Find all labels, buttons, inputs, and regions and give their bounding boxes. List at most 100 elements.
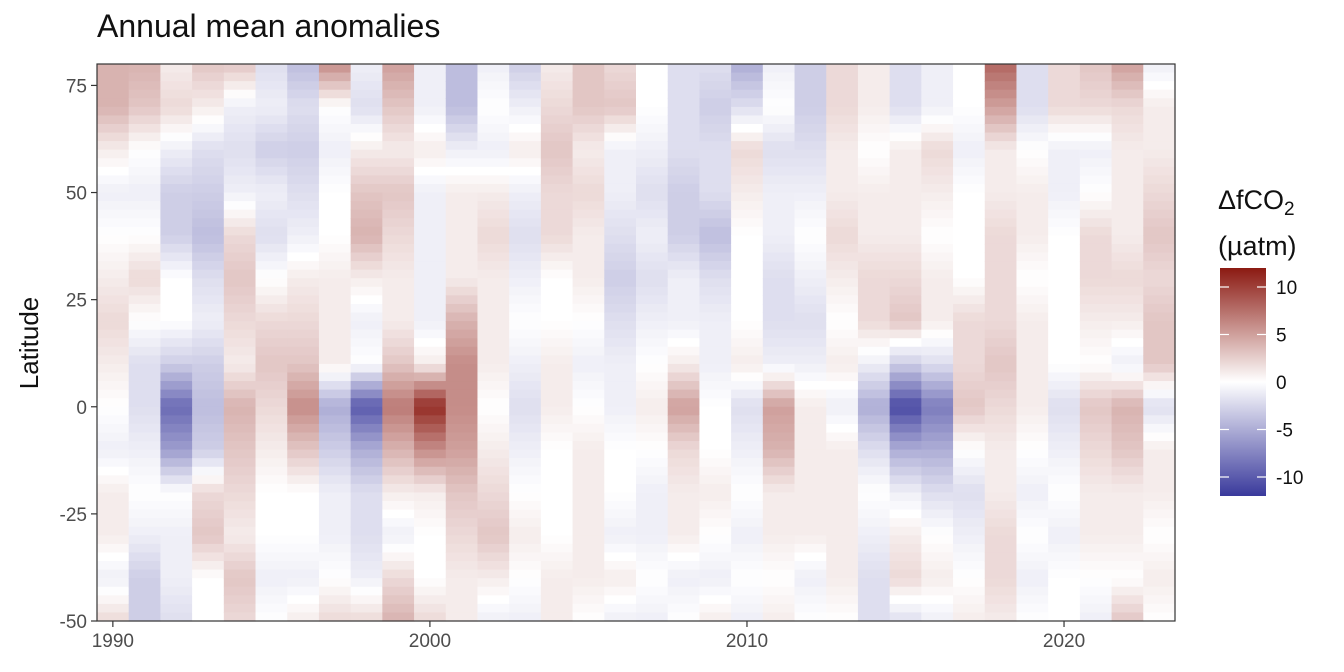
- heatmap-cell: [953, 303, 986, 314]
- heatmap-cell: [1016, 183, 1049, 194]
- heatmap-cell: [921, 483, 954, 494]
- heatmap-cell: [921, 329, 954, 339]
- heatmap-cell: [540, 81, 574, 91]
- heatmap-cell: [160, 398, 193, 408]
- heatmap-cell: [762, 501, 796, 511]
- heatmap-cell: [97, 81, 130, 91]
- heatmap-cell: [731, 518, 764, 528]
- heatmap-cell: [287, 183, 320, 194]
- heatmap-cell: [826, 569, 859, 579]
- heatmap-cell: [1143, 398, 1176, 408]
- heatmap-cell: [128, 141, 162, 151]
- heatmap-cell: [1143, 569, 1176, 579]
- heatmap-cell: [1079, 449, 1113, 459]
- heatmap-cell: [667, 89, 701, 99]
- heatmap-cell: [984, 98, 1018, 108]
- heatmap-cell: [826, 235, 859, 245]
- heatmap-cell: [953, 72, 986, 82]
- heatmap-cell: [1016, 295, 1049, 305]
- heatmap-cell: [255, 586, 288, 596]
- heatmap-cell: [445, 261, 479, 271]
- heatmap-cell: [1111, 441, 1144, 451]
- heatmap-cell: [445, 578, 479, 588]
- heatmap-cell: [128, 218, 162, 228]
- heatmap-cell: [414, 346, 447, 356]
- heatmap-cell: [826, 312, 859, 322]
- heatmap-cell: [445, 569, 479, 579]
- heatmap-cell: [731, 552, 764, 562]
- heatmap-cell: [826, 141, 859, 151]
- heatmap-cell: [382, 158, 415, 168]
- heatmap-cell: [97, 355, 130, 365]
- heatmap-cell: [223, 321, 257, 331]
- heatmap-cell: [255, 535, 288, 545]
- heatmap-cell: [762, 518, 796, 528]
- heatmap-cell: [826, 321, 859, 331]
- heatmap-cell: [287, 106, 320, 117]
- heatmap-cell: [540, 381, 574, 391]
- heatmap-cell: [477, 321, 510, 331]
- heatmap-cell: [731, 363, 764, 374]
- heatmap-cell: [953, 561, 986, 571]
- heatmap-cell: [414, 483, 447, 494]
- heatmap-cell: [794, 286, 827, 296]
- heatmap-cell: [223, 406, 257, 416]
- heatmap-cell: [540, 526, 574, 536]
- heatmap-cell: [1111, 561, 1144, 571]
- heatmap-cell: [1111, 269, 1144, 279]
- heatmap-cell: [445, 252, 479, 262]
- heatmap-cell: [509, 441, 542, 451]
- heatmap-cell: [572, 158, 605, 168]
- heatmap-cell: [192, 595, 225, 605]
- heatmap-cell: [762, 252, 796, 262]
- heatmap-cell: [382, 175, 415, 185]
- heatmap-cell: [1048, 449, 1081, 459]
- heatmap-cell: [826, 612, 859, 622]
- heatmap-cell: [572, 201, 605, 211]
- heatmap-cell: [1016, 483, 1049, 494]
- heatmap-cell: [1079, 509, 1113, 519]
- heatmap-cell: [477, 243, 510, 254]
- heatmap-cell: [223, 303, 257, 314]
- heatmap-cell: [572, 295, 605, 305]
- heatmap-cell: [287, 355, 320, 365]
- heatmap-cell: [445, 432, 479, 442]
- heatmap-cell: [857, 526, 891, 536]
- heatmap-cell: [445, 312, 479, 322]
- heatmap-cell: [636, 363, 669, 374]
- heatmap-cell: [984, 509, 1018, 519]
- heatmap-cell: [984, 329, 1018, 339]
- heatmap-cell: [1143, 603, 1176, 614]
- heatmap-cell: [604, 518, 637, 528]
- heatmap-cell: [889, 286, 922, 296]
- heatmap-cell: [636, 543, 669, 554]
- heatmap-cell: [731, 303, 764, 314]
- heatmap-cell: [540, 106, 574, 117]
- heatmap-cell: [984, 586, 1018, 596]
- heatmap-cell: [636, 166, 669, 176]
- heatmap-cell: [699, 458, 732, 468]
- heatmap-cell: [255, 226, 288, 236]
- heatmap-cell: [731, 235, 764, 245]
- heatmap-cell: [223, 449, 257, 459]
- heatmap-cell: [1111, 432, 1144, 442]
- heatmap-cell: [1111, 98, 1144, 108]
- heatmap-cell: [414, 201, 447, 211]
- heatmap-cell: [1111, 526, 1144, 536]
- heatmap-cell: [445, 149, 479, 159]
- heatmap-cell: [1079, 501, 1113, 511]
- heatmap-cell: [889, 355, 922, 365]
- heatmap-cell: [1079, 81, 1113, 91]
- heatmap-cell: [287, 595, 320, 605]
- heatmap-cell: [699, 269, 732, 279]
- heatmap-cell: [921, 278, 954, 288]
- heatmap-cell: [699, 98, 732, 108]
- heatmap-cell: [287, 569, 320, 579]
- heatmap-cell: [350, 149, 383, 159]
- heatmap-cell: [826, 355, 859, 365]
- heatmap-cell: [445, 612, 479, 622]
- heatmap-cell: [794, 192, 827, 202]
- heatmap-cell: [382, 389, 415, 399]
- heatmap-cell: [889, 98, 922, 108]
- heatmap-cell: [604, 449, 637, 459]
